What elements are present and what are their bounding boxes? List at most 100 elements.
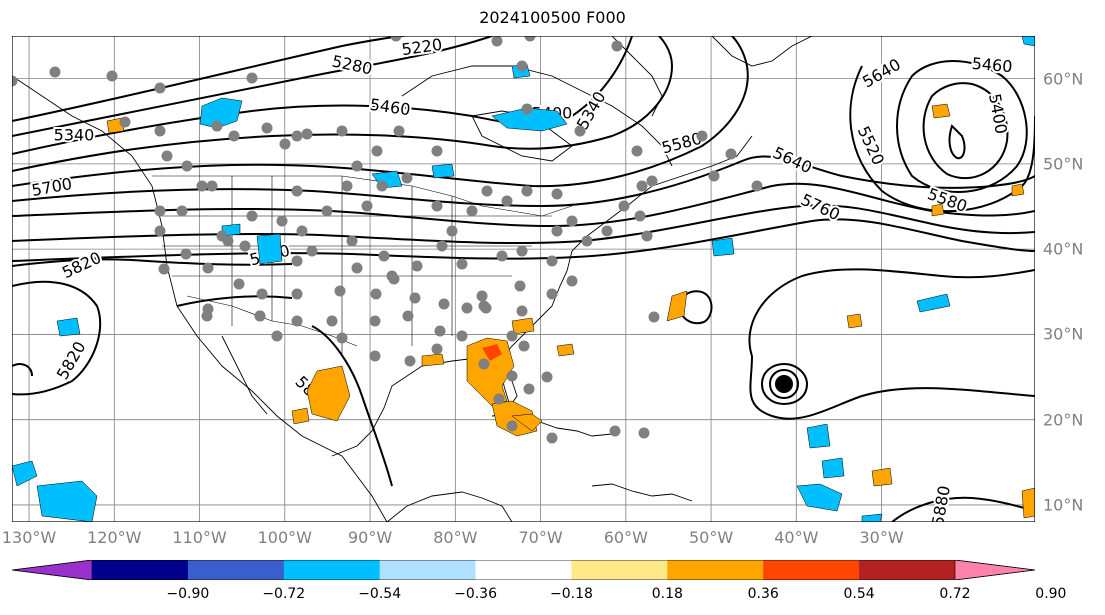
station-dot	[176, 205, 188, 217]
station-dot	[438, 298, 450, 310]
station-dot	[411, 260, 423, 272]
station-dot	[306, 245, 318, 257]
station-dot	[291, 255, 303, 267]
station-dot	[491, 36, 503, 47]
colorbar-tick-label: 0.36	[747, 586, 779, 602]
station-dot	[369, 315, 381, 327]
station-markers	[12, 36, 763, 444]
station-dot	[326, 315, 338, 327]
colorbar-tick-label: 0.90	[1035, 586, 1067, 602]
station-dot	[404, 355, 416, 367]
station-dot	[291, 315, 303, 327]
station-dot	[158, 263, 170, 275]
station-dot	[334, 285, 346, 297]
station-dot	[551, 188, 563, 200]
colorbar-cell	[283, 560, 381, 580]
station-dot	[206, 180, 218, 192]
station-dot	[456, 258, 468, 270]
station-dot	[506, 420, 518, 432]
station-dot	[521, 185, 533, 197]
station-dot	[609, 425, 621, 437]
station-dot	[361, 200, 373, 212]
station-dot	[261, 122, 273, 134]
contour-label: 5460	[971, 54, 1013, 76]
station-dot	[196, 180, 208, 192]
station-dot	[521, 103, 533, 115]
colorbar-tick-label: −0.36	[454, 586, 497, 602]
station-dot	[12, 75, 18, 87]
station-dot	[431, 343, 443, 355]
station-dot	[648, 311, 660, 323]
station-dot	[618, 200, 630, 212]
station-dot	[581, 235, 593, 247]
colorbar-tick-label: −0.90	[166, 586, 210, 602]
colorbar-cells	[12, 560, 1035, 580]
station-dot	[370, 288, 382, 300]
longitude-label: 130°W	[1, 528, 57, 547]
station-dot	[496, 250, 508, 262]
station-dot	[321, 205, 333, 217]
longitude-label: 90°W	[347, 528, 393, 547]
station-dot	[246, 72, 258, 84]
station-dot	[478, 358, 490, 370]
station-dot	[708, 170, 720, 182]
anomaly-shading	[12, 36, 1035, 522]
station-dot	[566, 215, 578, 227]
colorbar-tick-label: −0.54	[358, 586, 402, 602]
station-dot	[574, 125, 586, 137]
station-dot	[401, 172, 413, 184]
colorbar-tick-label: 0.18	[651, 586, 683, 602]
longitude-label: 100°W	[257, 528, 312, 547]
station-dot	[154, 205, 166, 217]
station-dot	[256, 288, 268, 300]
station-dot	[154, 225, 166, 237]
latitude-label: 20°N	[1043, 410, 1084, 430]
station-dot	[516, 305, 528, 317]
station-dot	[524, 36, 536, 42]
station-dot	[446, 225, 458, 237]
station-dot	[390, 36, 402, 42]
station-dot	[402, 310, 414, 322]
station-dot	[501, 195, 513, 207]
station-dot	[634, 210, 646, 222]
station-dot	[636, 180, 648, 192]
colorbar-extend-max	[954, 560, 1035, 580]
station-dot	[154, 125, 166, 137]
closed-low-center	[775, 375, 793, 393]
station-dot	[409, 292, 421, 304]
station-dot	[541, 371, 553, 383]
station-dot	[696, 130, 708, 142]
station-dot	[341, 180, 353, 192]
map-panel[interactable]: 5220528053405400546054605400552055805580…	[12, 36, 1035, 522]
station-dot	[551, 225, 563, 237]
longitude-label: 60°W	[603, 528, 648, 547]
station-dot	[246, 210, 258, 222]
station-dot	[493, 393, 505, 405]
station-dot	[271, 330, 283, 342]
station-dot	[216, 230, 228, 242]
station-dot	[254, 310, 266, 322]
station-dot	[154, 82, 166, 94]
station-dot	[476, 290, 488, 302]
colorbar-cell	[475, 560, 572, 580]
latitude-label: 30°N	[1043, 324, 1084, 344]
station-dot	[641, 230, 653, 242]
station-dot	[516, 245, 528, 257]
station-dot	[301, 128, 313, 140]
latitude-label: 40°N	[1043, 239, 1084, 259]
colorbar[interactable]	[12, 560, 1035, 580]
geopotential-contours	[12, 36, 1035, 522]
colorbar-cell	[763, 560, 860, 580]
longitude-label: 120°W	[87, 528, 142, 547]
colorbar-cell	[379, 560, 477, 580]
station-dot	[631, 145, 643, 157]
longitude-label: 30°W	[859, 528, 904, 547]
station-dot	[181, 160, 193, 172]
station-dot	[369, 350, 381, 362]
station-dot	[119, 116, 131, 128]
latitude-label: 60°N	[1043, 69, 1084, 89]
longitude-label: 80°W	[433, 528, 478, 547]
station-dot	[376, 180, 388, 192]
station-dot	[601, 225, 613, 237]
colorbar-tick-label: −0.18	[549, 586, 593, 602]
